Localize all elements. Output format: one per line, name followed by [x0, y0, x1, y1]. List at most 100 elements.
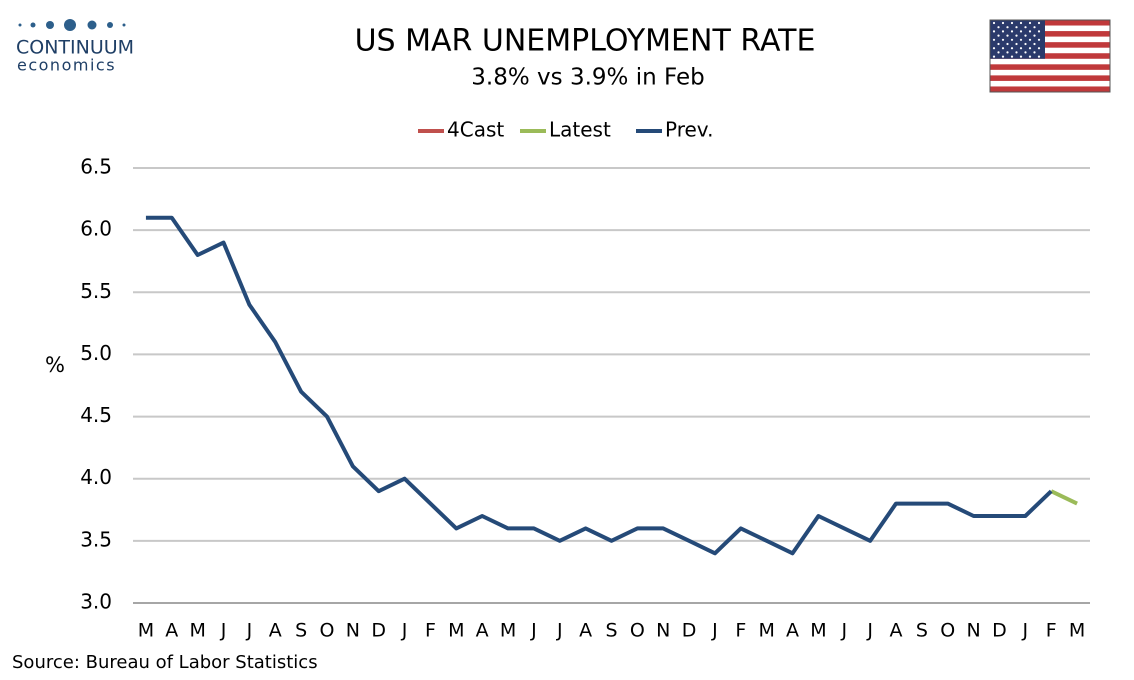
- x-tick-label: N: [346, 620, 360, 642]
- flag-stripe: [990, 69, 1110, 76]
- x-tick-label: N: [966, 620, 980, 642]
- flag-star: [992, 47, 996, 50]
- logo: CONTINUUM economics: [16, 19, 134, 75]
- legend-label: Prev.: [665, 118, 713, 142]
- y-tick-label: 4.0: [80, 465, 112, 489]
- line-series: [1050, 489, 1078, 506]
- flag-star: [1001, 38, 1005, 41]
- x-tick-label: N: [656, 620, 670, 642]
- flag-star: [1033, 34, 1036, 37]
- brand-tagline: economics: [17, 56, 116, 75]
- flag-star: [1001, 47, 1005, 50]
- y-tick-label: 6.0: [80, 217, 112, 241]
- flag-star: [1006, 34, 1009, 37]
- flag-star: [1028, 47, 1032, 50]
- flag-stripe: [990, 64, 1110, 71]
- x-tick-label: J: [1022, 620, 1029, 642]
- line-series: [145, 215, 1053, 556]
- x-tick-label: J: [711, 620, 718, 642]
- legend-label: Latest: [549, 118, 611, 142]
- flag-star: [1019, 55, 1023, 58]
- flag-star: [1037, 38, 1041, 41]
- brand-name: CONTINUUM: [16, 37, 134, 59]
- flag-star: [1019, 21, 1023, 25]
- flag-star: [1037, 55, 1041, 58]
- flag-star: [1037, 47, 1041, 50]
- chart-title: US MAR UNEMPLOYMENT RATE: [355, 24, 816, 59]
- x-tick-label: J: [246, 620, 253, 642]
- x-tick-label: S: [916, 620, 928, 642]
- flag-stripe: [990, 80, 1110, 87]
- x-tick-label: M: [758, 620, 774, 642]
- flag-star: [1033, 26, 1036, 29]
- x-tick-label: J: [866, 620, 873, 642]
- flag-star: [1028, 38, 1032, 41]
- flag-star: [997, 51, 1000, 54]
- flag-star: [1028, 21, 1032, 25]
- y-axis-label: %: [45, 353, 65, 377]
- x-tick-label: O: [940, 620, 955, 642]
- flag-star: [1001, 30, 1005, 33]
- x-tick-label: A: [476, 620, 489, 642]
- source: Source: Bureau of Labor Statistics: [12, 652, 318, 673]
- y-tick-label: 3.5: [80, 527, 112, 551]
- legend-label: 4Cast: [447, 118, 504, 142]
- flag-star: [1024, 26, 1027, 29]
- flag-star: [1037, 30, 1041, 33]
- y-tick-label: 4.5: [80, 403, 112, 427]
- flag-star: [1006, 42, 1009, 46]
- x-tick-label: M: [810, 620, 826, 642]
- x-tick-label: M: [1069, 620, 1085, 642]
- x-tick-label: J: [220, 620, 227, 642]
- x-tick-label: S: [605, 620, 617, 642]
- flag-stripe: [990, 42, 1110, 48]
- flag-star: [997, 42, 1000, 46]
- x-tick-label: J: [401, 620, 408, 642]
- x-tick-label: J: [840, 620, 847, 642]
- flag-star: [1028, 55, 1032, 58]
- x-tick-label: J: [556, 620, 563, 642]
- flag-stripe: [990, 25, 1110, 32]
- flag-star: [1006, 26, 1009, 29]
- flag-stripe: [990, 53, 1110, 60]
- flag-stripe: [990, 75, 1110, 82]
- flag-star: [997, 26, 1000, 29]
- flag-border: [989, 19, 1111, 93]
- flag-stripe: [990, 31, 1110, 37]
- flag-star: [1015, 26, 1018, 29]
- flag-star: [1010, 30, 1014, 33]
- flag: [989, 19, 1111, 93]
- x-tick-label: A: [269, 620, 282, 642]
- x-tick-label: S: [295, 620, 307, 642]
- x-tick-label: M: [448, 620, 464, 642]
- flag-star: [1015, 51, 1018, 54]
- flag-star: [1010, 38, 1014, 41]
- y-tick-label: 5.5: [80, 279, 112, 303]
- flag-star: [1037, 21, 1041, 25]
- flag-star: [1010, 21, 1014, 25]
- flag-stripe: [990, 86, 1110, 93]
- flag-stripe: [990, 47, 1110, 54]
- x-tick-label: A: [165, 620, 178, 642]
- flag-star: [1015, 34, 1018, 37]
- x-tick-label: D: [992, 620, 1007, 642]
- flag-star: [1001, 21, 1005, 25]
- flag-star: [1019, 47, 1023, 50]
- x-tick-label: A: [786, 620, 799, 642]
- flag-star: [1019, 38, 1023, 41]
- y-tick-label: 3.0: [80, 590, 112, 614]
- x-tick-label: F: [735, 620, 746, 642]
- flag-stripe: [990, 36, 1110, 43]
- flag-stripe: [990, 58, 1110, 65]
- flag-star: [1010, 55, 1014, 58]
- flag-star: [992, 38, 996, 41]
- x-tick-label: F: [425, 620, 436, 642]
- flag-star: [1015, 42, 1018, 46]
- flag-star: [992, 21, 996, 25]
- y-tick-label: 6.5: [80, 155, 112, 179]
- x-tick-label: M: [500, 620, 516, 642]
- x-tick-label: M: [189, 620, 205, 642]
- flag-star: [992, 30, 996, 33]
- x-tick-label: O: [320, 620, 335, 642]
